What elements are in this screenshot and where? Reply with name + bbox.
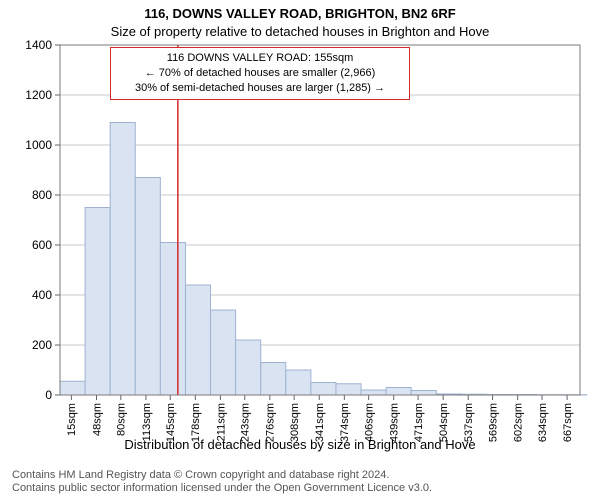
x-tick-label: 145sqm: [165, 403, 177, 442]
x-tick-label: 211sqm: [215, 403, 227, 441]
x-tick-label: 504sqm: [438, 403, 450, 442]
x-tick-label: 113sqm: [141, 403, 153, 441]
x-tick-label: 276sqm: [265, 403, 277, 442]
histogram-bar: [185, 285, 210, 395]
x-tick-label: 374sqm: [339, 403, 351, 442]
histogram-bar: [110, 123, 135, 396]
x-tick-label: 15sqm: [66, 403, 78, 436]
histogram-bar: [386, 388, 411, 396]
histogram-bar: [286, 370, 311, 395]
y-tick-label: 400: [32, 288, 52, 302]
y-tick-label: 800: [32, 188, 52, 202]
x-tick-label: 178sqm: [190, 403, 202, 442]
chart-container: { "title": "116, DOWNS VALLEY ROAD, BRIG…: [0, 0, 600, 500]
histogram-bar: [311, 383, 336, 396]
callout-line3: 30% of semi-detached houses are larger (…: [117, 81, 403, 96]
x-tick-label: 341sqm: [314, 403, 326, 442]
x-tick-label: 667sqm: [562, 403, 574, 442]
y-tick-label: 600: [32, 238, 52, 252]
histogram-bar: [336, 384, 361, 395]
y-tick-label: 1400: [25, 38, 52, 52]
x-tick-label: 634sqm: [537, 403, 549, 442]
x-tick-label: 569sqm: [487, 403, 499, 442]
histogram-bar: [60, 381, 85, 395]
y-tick-label: 0: [45, 388, 52, 402]
histogram-bar: [411, 391, 436, 396]
histogram-bar: [361, 390, 386, 395]
x-tick-label: 48sqm: [91, 403, 103, 436]
y-tick-label: 200: [32, 338, 52, 352]
callout-line2: ← 70% of detached houses are smaller (2,…: [117, 66, 403, 81]
histogram-bar: [85, 208, 110, 396]
x-tick-label: 243sqm: [240, 403, 252, 442]
histogram-bar: [261, 363, 286, 396]
callout-box: 116 DOWNS VALLEY ROAD: 155sqm ← 70% of d…: [110, 47, 410, 100]
x-tick-label: 80sqm: [116, 403, 128, 436]
y-tick-label: 1000: [25, 138, 52, 152]
histogram-bar: [135, 178, 160, 396]
callout-line1: 116 DOWNS VALLEY ROAD: 155sqm: [117, 51, 403, 66]
x-tick-label: 471sqm: [413, 403, 425, 442]
histogram-bar: [236, 340, 261, 395]
footer-line2: Contains public sector information licen…: [12, 482, 588, 496]
x-tick-label: 537sqm: [463, 403, 475, 442]
chart-footer: Contains HM Land Registry data © Crown c…: [12, 469, 588, 497]
footer-line1: Contains HM Land Registry data © Crown c…: [12, 469, 588, 483]
histogram-bar: [211, 310, 236, 395]
x-tick-label: 439sqm: [389, 403, 401, 442]
x-tick-label: 602sqm: [513, 403, 525, 442]
histogram-bar: [160, 243, 185, 396]
x-tick-label: 308sqm: [289, 403, 301, 442]
y-tick-label: 1200: [25, 88, 52, 102]
x-tick-label: 406sqm: [364, 403, 376, 442]
